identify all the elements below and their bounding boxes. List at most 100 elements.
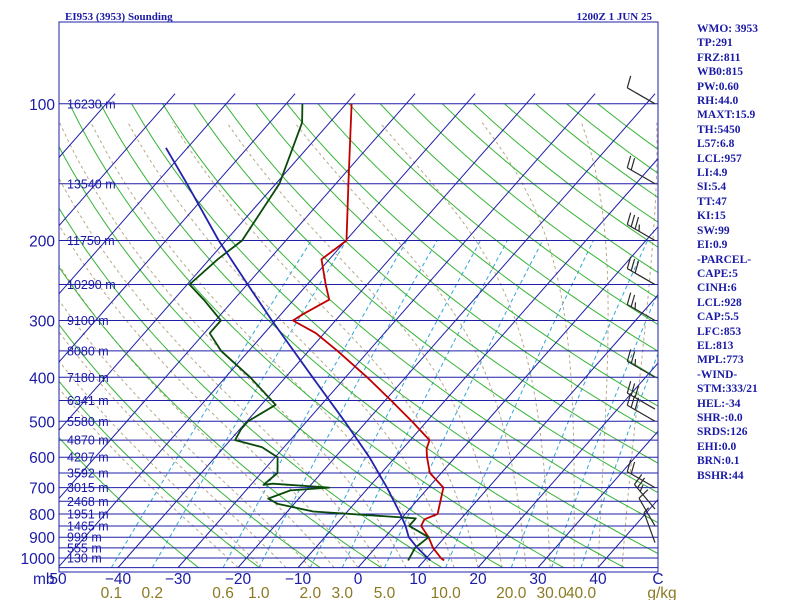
height-label: 130 m [67,552,102,566]
wind-barb-flag [634,397,640,410]
wind-barb-flag [626,292,632,305]
mixing-ratio-label: 30.0 [537,585,568,600]
wind-barb-staff [626,268,656,286]
wind-barb-flag [626,381,632,394]
temperature-tick-label: 10 [409,571,427,588]
index-line: LFC:853 [697,325,742,338]
height-label: 3592 m [67,467,109,481]
mixing-ratio-label: 0.2 [141,585,163,600]
dry-adiabat [59,323,321,569]
mixing-ratio-unit-label: g/kg [647,585,676,600]
mixing-ratio-label: 0.6 [212,585,234,600]
pressure-tick-label: 300 [29,314,55,331]
wind-barb-flag [634,260,640,274]
wind-barb-flag [636,477,646,489]
mixing-ratio-label: 2.0 [300,585,322,600]
dry-adiabat [317,103,658,379]
temperature-tick-label: −40 [105,571,132,588]
wind-barb-staff [626,360,656,378]
index-line: CAPE:5 [697,267,738,280]
index-line: SW:99 [697,224,730,237]
wind-barb-flag [633,474,643,485]
wind-barb-flag [626,155,632,168]
wind-barb-staff [626,167,656,185]
wind-barb-staff [626,392,656,410]
index-line: PW:0.60 [697,80,739,93]
wind-barb-staff [626,303,656,322]
mixing-ratio-label: 0.1 [101,585,123,600]
dry-adiabat [59,436,199,568]
dry-adiabat [224,103,658,464]
pressure-tick-label: 1000 [21,551,56,568]
dry-adiabat [59,266,382,569]
wind-barb-flag [630,294,636,307]
height-label: 4207 m [67,451,109,465]
wind-barb-flag [626,393,632,406]
dry-adiabat [59,145,503,569]
wind-barb-staff [626,404,656,422]
index-line: KI:15 [697,210,726,223]
index-line: BSHR:44 [697,469,744,482]
wind-barb-staff [643,512,656,543]
parcel-line [165,147,431,562]
mixing-ratio-line [222,240,408,568]
index-line: MPL:773 [697,354,744,367]
height-label: 4870 m [67,434,109,448]
isotherm-line [177,93,596,568]
moist-adiabat [59,299,311,568]
wind-barb-flag [626,256,632,269]
wind-barb-flag [639,484,644,492]
pressure-tick-label: 700 [29,481,55,498]
index-line: STM:333/21 [697,383,758,396]
moist-adiabat [59,224,359,568]
temperature-line [292,103,445,562]
isotherm-line [59,93,356,431]
height-label: 2468 m [67,495,109,509]
dewpoint-line [188,103,430,561]
pressure-tick-label: 500 [29,414,55,431]
height-label: 5580 m [67,415,109,429]
index-line: RH:44.0 [697,95,739,108]
wind-barb-flag [626,75,632,88]
height-label: 6341 m [67,394,109,408]
index-line: L57:6.8 [697,138,735,151]
isotherm-line [477,362,658,568]
moist-adiabat [59,331,287,568]
pressure-tick-label: 200 [29,234,55,251]
height-label: 7180 m [67,371,109,385]
index-line: CINH:6 [697,282,737,295]
wind-barb-flag [630,214,636,227]
wind-barb-flag [630,157,636,171]
index-line: -PARCEL- [697,253,752,266]
index-line: -WIND- [697,368,738,381]
index-line: LCL:928 [697,296,742,309]
moist-adiabat [90,122,431,568]
height-label: 9100 m [67,314,109,328]
dry-adiabat [131,103,658,555]
dry-adiabat [348,103,658,352]
dry-adiabat [68,103,564,569]
height-label: 16230 m [67,97,116,111]
dry-adiabat [255,103,658,435]
wind-barb-flag [626,349,632,362]
moist-adiabat [294,122,527,568]
index-line: EL:813 [697,339,734,352]
moist-adiabat [59,177,383,568]
index-line: WB0:815 [697,66,743,79]
mixing-ratio-line [309,240,481,568]
moist-adiabat [226,122,503,568]
moist-adiabat [379,122,551,568]
moist-adiabat [59,122,407,568]
index-line: TT:47 [697,195,727,208]
temperature-tick-label: −10 [285,571,312,588]
index-line: TH:5450 [697,123,741,136]
height-label: 8080 m [67,344,109,358]
wind-barb-flag [630,383,636,396]
temperature-tick-label: −30 [165,571,192,588]
wind-barb-staff [638,497,656,527]
index-line: TP:291 [697,37,733,50]
wind-barb-staff [626,224,656,242]
index-line: MAXT:15.9 [697,109,756,122]
index-line: SI:5.4 [697,181,727,194]
wind-barb-flag [643,507,650,513]
